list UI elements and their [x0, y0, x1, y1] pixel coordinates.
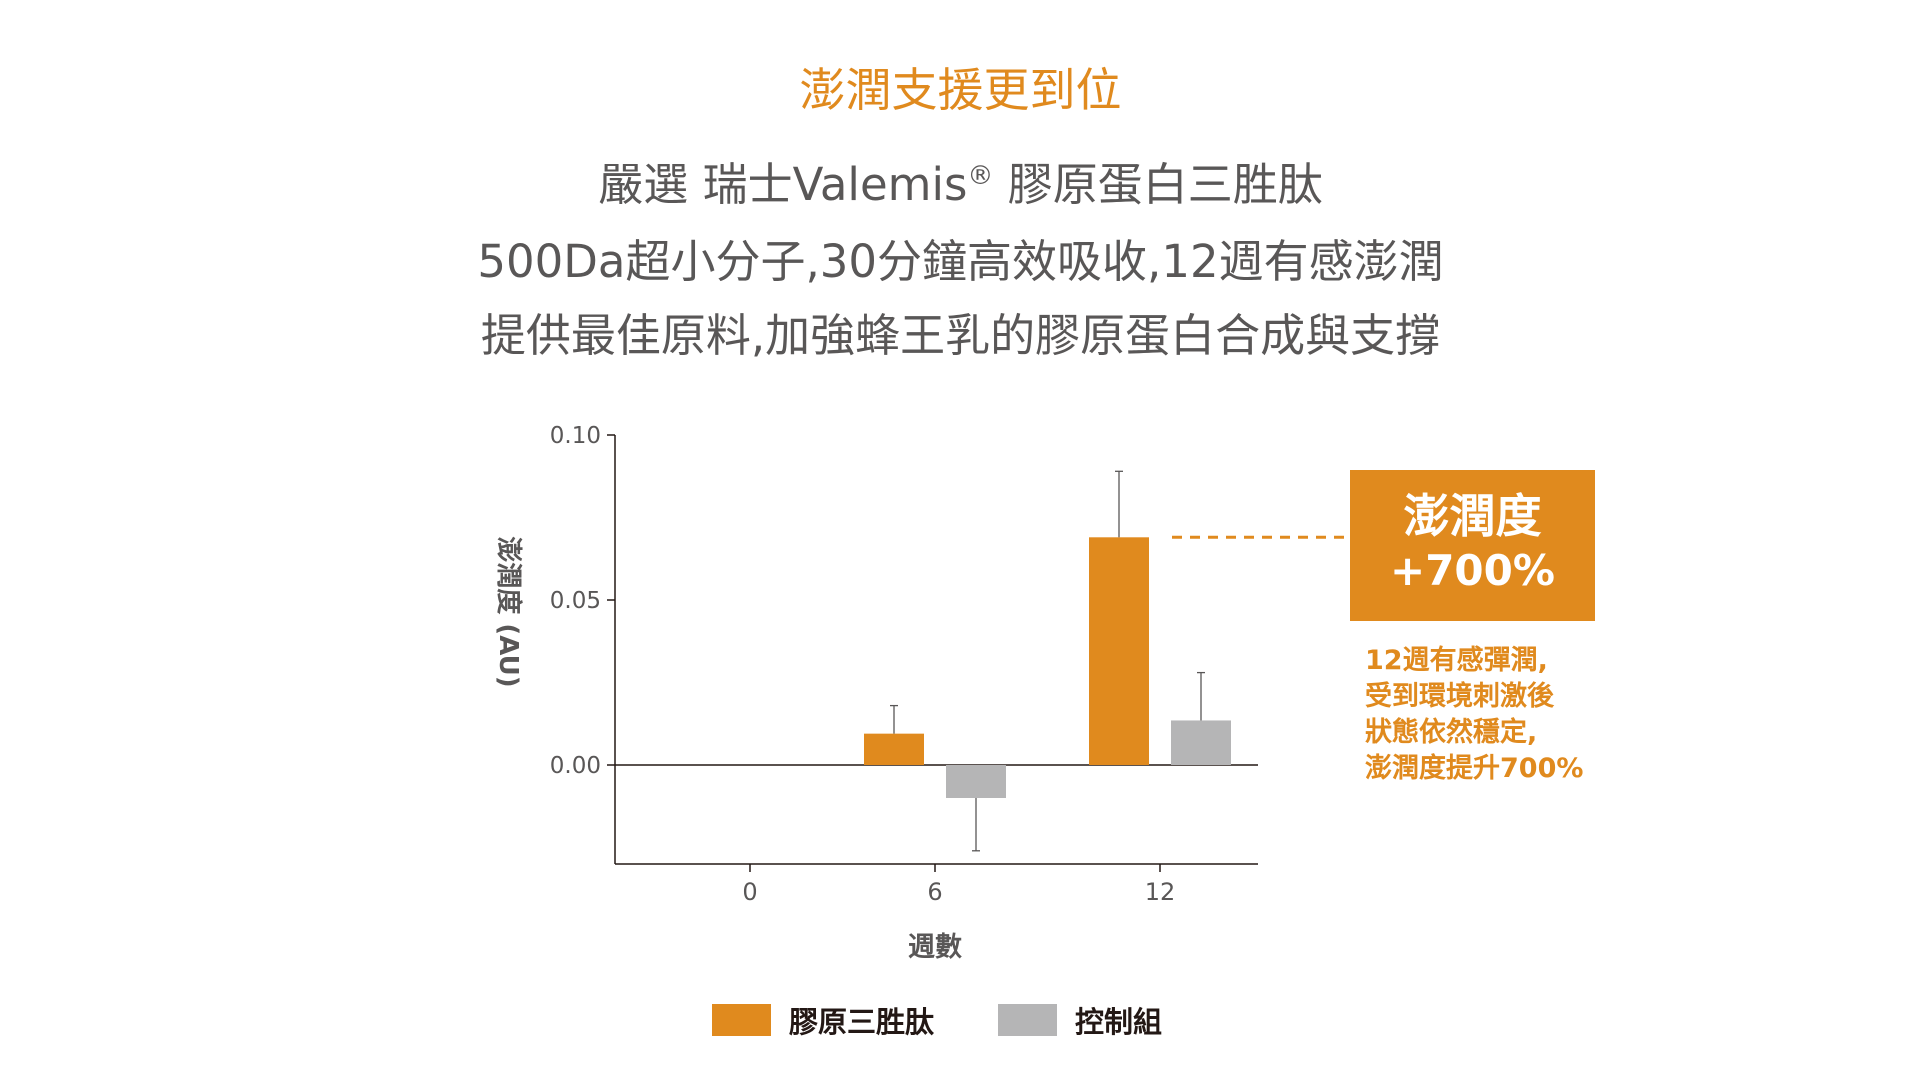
callout-note-line: 受到環境刺激後 — [1365, 681, 1554, 712]
headline: 澎潤支援更到位 — [799, 63, 1122, 117]
y-axis-label: 澎潤度 (AU) — [493, 536, 524, 687]
registered-mark: ® — [967, 161, 994, 191]
legend-swatch-collagen — [712, 1004, 771, 1036]
x-tick-label: 6 — [927, 878, 942, 906]
bar-control — [946, 765, 1006, 798]
callout-note-line: 12週有感彈潤, — [1365, 645, 1548, 676]
legend-label-collagen: 膠原三胜肽 — [789, 1005, 935, 1039]
x-tick-label: 0 — [742, 878, 757, 906]
legend-item-control: 控制組 — [998, 1004, 1162, 1039]
y-tick-label: 0.10 — [550, 423, 601, 449]
callout-note: 12週有感彈潤, 受到環境刺激後 狀態依然穩定, 澎潤度提升700% — [1365, 643, 1685, 787]
subtitle-line-2: 500Da超小分子,30分鐘高效吸收,12週有感澎潤 — [477, 235, 1444, 288]
legend-swatch-control — [998, 1004, 1057, 1036]
y-tick-label: 0.05 — [550, 588, 601, 614]
legend-label-control: 控制組 — [1075, 1005, 1163, 1039]
subtitle-line-1b: 膠原蛋白三胜肽 — [993, 158, 1323, 211]
subtitle-line-3: 提供最佳原料,加強蜂王乳的膠原蛋白合成與支撐 — [480, 309, 1441, 362]
callout-note-line: 狀態依然穩定, — [1365, 717, 1538, 748]
subtitle-line-1: 嚴選 瑞士Valemis® 膠原蛋白三胜肽 — [0, 155, 1921, 215]
bar-collagen — [1089, 537, 1149, 765]
y-tick-label: 0.00 — [550, 753, 601, 779]
x-axis-label: 週數 — [908, 932, 962, 963]
callout-value: +700% — [1390, 546, 1555, 595]
callout-title: 澎潤度 — [1403, 489, 1542, 543]
legend-item-collagen: 膠原三胜肽 — [712, 1004, 934, 1039]
bar-collagen — [864, 733, 924, 765]
subtitle-line-1a: 嚴選 瑞士Valemis — [598, 158, 968, 211]
x-tick-label: 12 — [1145, 878, 1176, 906]
bar-control — [1171, 720, 1231, 765]
callout-box: 澎潤度 +700% — [1350, 470, 1595, 621]
callout-note-line: 澎潤度提升700% — [1365, 753, 1584, 784]
